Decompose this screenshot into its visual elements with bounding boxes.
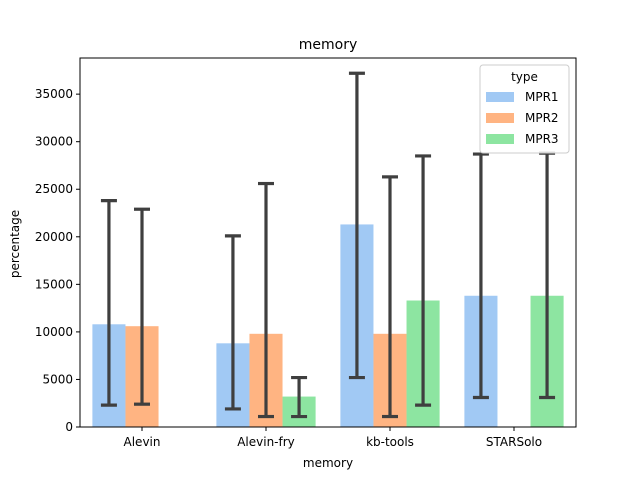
error-bar-mpr1-kb-tools	[348, 71, 365, 380]
plot-area	[92, 71, 564, 427]
legend: type MPR1 MPR2 MPR3	[479, 64, 570, 154]
x-tick-label: kb-tools	[366, 435, 414, 449]
x-tick-label: STARSolo	[486, 435, 542, 449]
y-tick-label: 30000	[35, 135, 73, 149]
y-axis-label: percentage	[8, 210, 22, 278]
x-tick-label: Alevin-fry	[237, 435, 295, 449]
error-bar-mpr2-kb-tools	[382, 175, 398, 419]
y-tick-label: 20000	[35, 230, 73, 244]
y-tick-label: 10000	[35, 325, 73, 339]
plot-frame	[79, 57, 577, 428]
legend-label-mpr2: MPR2	[525, 111, 559, 125]
error-bar-mpr1-alevin-fry	[224, 234, 241, 411]
y-tick-label: 15000	[35, 277, 73, 291]
y-tick-label: 5000	[42, 372, 73, 386]
legend-swatch-mpr2	[486, 113, 514, 123]
y-axis: 0 5000 10000 15000 20000 25000 30000 35000	[35, 87, 80, 434]
error-bar-mpr2-alevin-fry	[258, 181, 274, 419]
legend-title: type	[511, 70, 538, 84]
x-tick-label: Alevin	[124, 435, 161, 449]
error-bar-mpr2-alevin	[134, 207, 150, 406]
y-tick-label: 35000	[35, 87, 73, 101]
legend-label-mpr3: MPR3	[525, 132, 559, 146]
error-bar-mpr1-starsolo	[472, 152, 489, 400]
error-bar-mpr3-alevin-fry	[291, 375, 308, 419]
y-tick-label: 25000	[35, 182, 73, 196]
error-bar-mpr3-kb-tools	[415, 154, 432, 407]
chart-title: memory	[299, 37, 358, 53]
error-bar-mpr1-alevin	[100, 199, 117, 407]
x-axis: Alevin Alevin-fry kb-tools STARSolo	[124, 427, 542, 449]
legend-swatch-mpr1	[486, 92, 514, 102]
x-axis-label: memory	[303, 456, 353, 470]
y-tick-label: 0	[65, 420, 73, 434]
legend-swatch-mpr3	[486, 134, 514, 144]
legend-box	[479, 64, 570, 154]
legend-label-mpr1: MPR1	[525, 90, 559, 104]
